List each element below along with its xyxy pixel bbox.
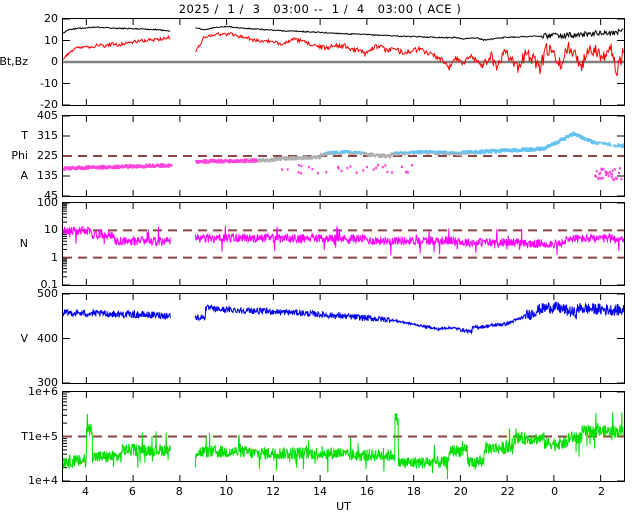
ytick-label-phi-0: 405 (37, 109, 58, 122)
ytick-label-mag-1: 10 (44, 33, 58, 47)
xtick-label-3: 10 (219, 485, 234, 498)
yaxis-title-velocity: V (20, 331, 28, 345)
xtick-label-4: 12 (266, 485, 281, 498)
series-layer-temperature (63, 412, 624, 480)
yaxis-title-phi-1: Phi (11, 149, 28, 162)
yaxis-title-density: N (19, 236, 28, 250)
xtick-label-0: 4 (81, 485, 89, 498)
ytick-label-phi-3: 135 (37, 169, 58, 182)
ytick-label-density-3: 0.1 (40, 278, 59, 291)
ytick-label-temperature-2: 1e+4 (28, 474, 58, 487)
series-layer-density (63, 225, 624, 256)
page-title: 2025 / 1 / 3 03:00 -- 1 / 4 03:00 ( ACE … (178, 2, 462, 16)
xtick-label-5: 14 (313, 485, 328, 498)
ytick-label-phi-4: 45 (44, 189, 58, 202)
plot-panel-phi (62, 115, 625, 197)
xtick-label-1: 6 (128, 485, 136, 498)
xtick-label-6: 16 (359, 485, 374, 498)
yaxis-title-phi-2: A (20, 169, 28, 182)
ytick-label-velocity-2: 300 (37, 376, 58, 389)
xtick-label-2: 8 (175, 485, 183, 498)
series-layer-phi (63, 131, 624, 182)
plot-panel-temperature (62, 391, 625, 482)
plot-panel-velocity (62, 293, 625, 384)
ytick-label-density-0: 100 (37, 196, 58, 209)
plot-panel-density (62, 202, 625, 286)
xtick-label-10: 0 (551, 485, 559, 498)
ytick-label-temperature-1: 1e+5 (28, 429, 58, 443)
ytick-label-mag-3: -10 (40, 76, 58, 90)
yaxis-title-temperature: T (21, 429, 28, 443)
xtick-label-8: 20 (453, 485, 468, 498)
ytick-label-velocity-0: 500 (37, 287, 58, 300)
yaxis-title-phi-0: T (21, 129, 28, 142)
ytick-label-mag-4: -20 (40, 98, 58, 111)
xtick-label-9: 22 (500, 485, 515, 498)
series-layer-mag (63, 25, 624, 77)
ytick-label-mag-0: 20 (44, 12, 58, 25)
ytick-label-phi-1: 315 (37, 129, 58, 142)
xtick-label-11: 2 (598, 485, 606, 498)
ytick-label-phi-2: 225 (37, 149, 58, 162)
ytick-label-mag-2: 0 (51, 55, 58, 68)
ytick-label-temperature-0: 1e+6 (28, 385, 58, 398)
ytick-label-density-2: 1 (51, 250, 58, 264)
yaxis-title-mag: Bt,Bz (0, 55, 28, 68)
xtick-label-7: 18 (406, 485, 421, 498)
plot-panel-mag (62, 18, 625, 106)
ytick-label-density-1: 10 (44, 223, 58, 237)
series-layer-velocity (63, 301, 624, 335)
xaxis-title: UT (336, 500, 351, 513)
ytick-label-velocity-1: 400 (37, 331, 58, 345)
